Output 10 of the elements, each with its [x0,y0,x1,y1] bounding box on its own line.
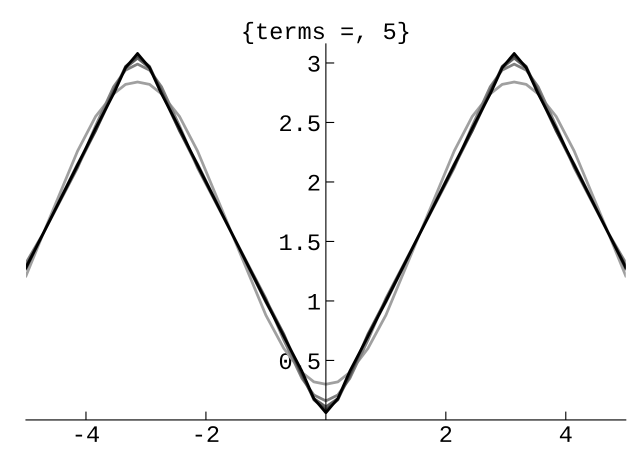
y-tick-label: 2.5 [280,115,320,132]
x-tick-label: -4 [76,426,99,442]
x-tick-label: 4 [560,426,572,442]
x-tick-label: -2 [196,426,218,442]
x-tick-label: 2 [440,426,452,442]
chart-title: {terms =, 5} [243,22,408,44]
y-tick-label: 1 [308,294,320,310]
y-tick-label: 3 [308,56,320,72]
y-tick-label: 1.5 [280,234,320,250]
y-tick-label: 2 [308,174,320,191]
